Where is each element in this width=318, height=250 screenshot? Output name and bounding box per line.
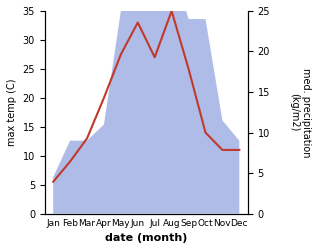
X-axis label: date (month): date (month) xyxy=(105,233,187,243)
Y-axis label: max temp (C): max temp (C) xyxy=(7,78,17,146)
Y-axis label: med. precipitation
(kg/m2): med. precipitation (kg/m2) xyxy=(289,68,311,157)
